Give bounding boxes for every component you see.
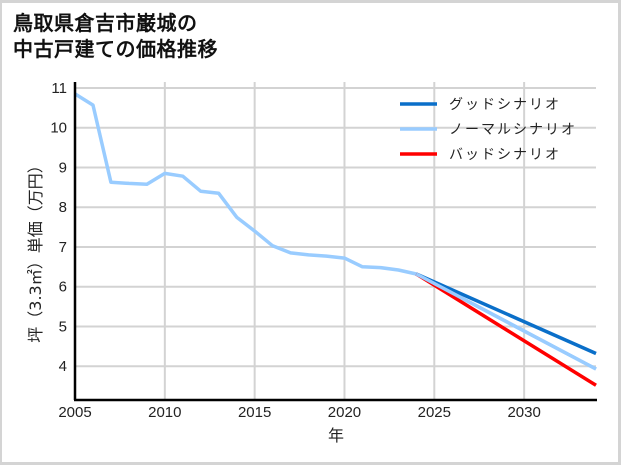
y-tick-label: 9: [59, 159, 67, 176]
y-tick-label: 7: [59, 239, 67, 256]
x-tick-labels: 2005 2010 2015 2020 2025 2030: [58, 404, 541, 421]
x-tick-label: 2025: [418, 404, 451, 421]
y-tick-label: 4: [59, 358, 67, 375]
x-tick-label: 2020: [328, 404, 361, 421]
x-tick-label: 2010: [148, 404, 181, 421]
legend-label: バッドシナリオ: [449, 147, 561, 163]
y-tick-label: 11: [51, 80, 67, 97]
x-axis-label: 年: [328, 426, 344, 445]
series-line: [74, 92, 597, 371]
y-axis-label: 坪（3.3㎡）単価（万円）: [26, 157, 45, 342]
chart-title: 鳥取県倉吉市巌城の 中古戸建ての価格推移: [13, 10, 218, 62]
legend-label: グッドシナリオ: [449, 97, 561, 113]
y-tick-label: 5: [59, 318, 67, 335]
data-series: [74, 92, 597, 387]
y-tick-label: 6: [59, 279, 67, 296]
x-tick-label: 2005: [58, 404, 91, 421]
axes: [73, 82, 597, 402]
chart-title-line-1: 鳥取県倉吉市巌城の: [13, 11, 198, 35]
series-line-normal-projection: [415, 272, 597, 371]
x-tick-label: 2030: [507, 404, 540, 421]
legend-label: ノーマルシナリオ: [449, 122, 577, 138]
x-tick-label: 2015: [238, 404, 271, 421]
series-line: [415, 272, 597, 387]
y-tick-label: 8: [59, 199, 67, 216]
chart-title-line-2: 中古戸建ての価格推移: [13, 37, 218, 61]
grid-lines: [75, 82, 596, 400]
y-tick-labels: 4 5 6 7 8 9 10 11: [50, 80, 67, 375]
series-line: [415, 272, 597, 356]
y-tick-label: 10: [50, 120, 67, 137]
